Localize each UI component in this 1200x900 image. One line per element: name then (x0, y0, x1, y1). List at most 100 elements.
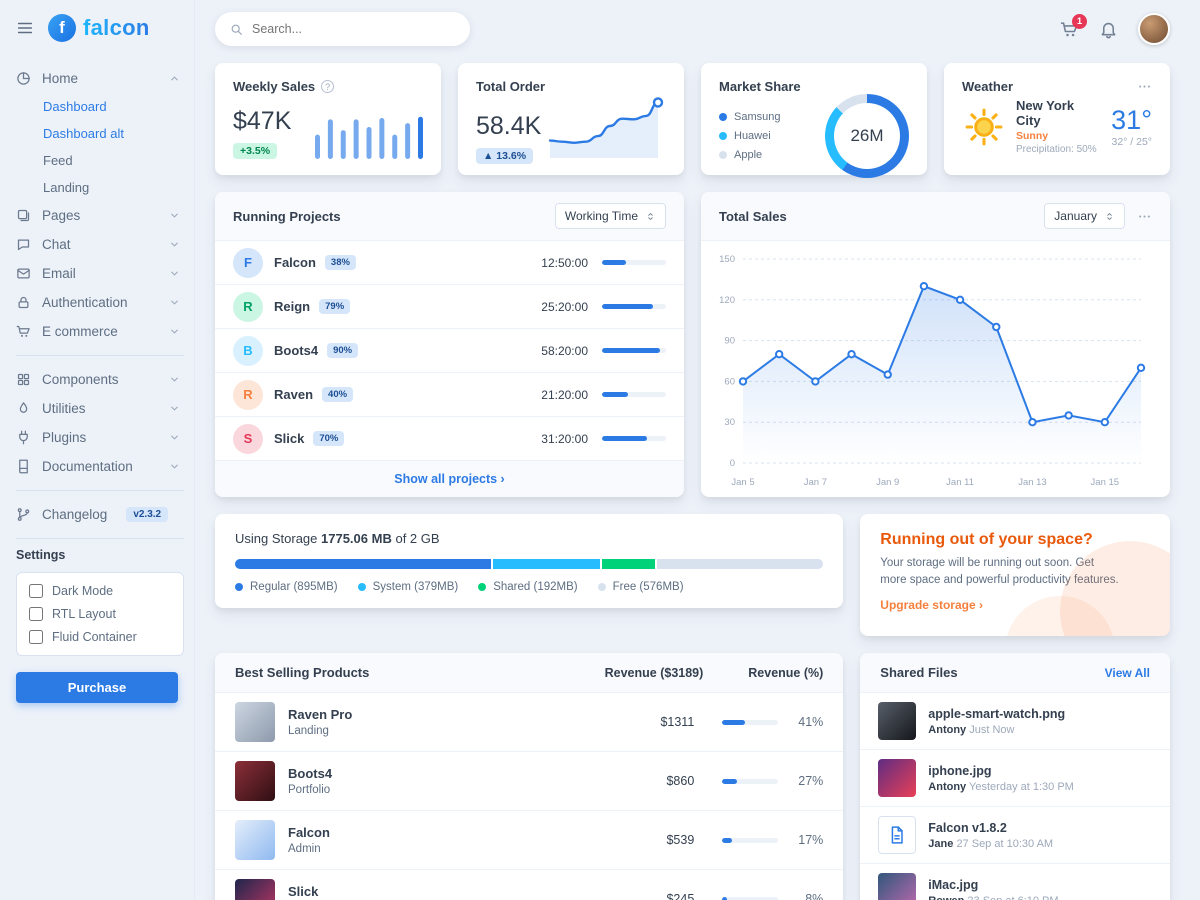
divider (16, 538, 184, 539)
working-time-select[interactable]: Working Time (554, 203, 666, 229)
product-category[interactable]: Admin (288, 843, 321, 855)
chevron-up-icon (169, 73, 180, 84)
storage-segment (235, 559, 493, 569)
file-name[interactable]: iphone.jpg (928, 763, 992, 778)
sidebar-item-documentation[interactable]: Documentation (16, 452, 184, 481)
brand-logo[interactable]: f falcon (48, 14, 150, 42)
product-progress-bar (722, 719, 779, 725)
menu-toggle-icon[interactable] (16, 19, 34, 37)
project-row[interactable]: S Slick 70% 31:20:00 (215, 417, 684, 461)
fluid-container-checkbox[interactable] (29, 630, 43, 644)
product-name: Falcon (288, 825, 330, 840)
project-percent-badge: 40% (322, 387, 354, 402)
sidebar-item-authentication[interactable]: Authentication (16, 288, 184, 317)
project-row[interactable]: R Raven 40% 21:20:00 (215, 373, 684, 417)
product-row[interactable]: Slick Builder $245 8% (215, 870, 843, 900)
column-header-percent: Revenue (%) (748, 665, 824, 680)
checkbox-label: Dark Mode (52, 584, 114, 598)
cart-count-badge: 1 (1072, 13, 1087, 29)
project-name: Boots4 (274, 343, 319, 358)
product-thumbnail (235, 879, 275, 900)
search-box[interactable] (215, 12, 470, 46)
ellipsis-icon (1137, 79, 1152, 94)
brand-name: falcon (83, 15, 150, 40)
svg-text:30: 30 (724, 417, 735, 428)
search-input[interactable] (252, 22, 455, 36)
legend-item: Apple (719, 149, 780, 161)
rtl-layout-toggle[interactable]: RTL Layout (29, 607, 171, 621)
upgrade-space-card: Running out of your space? Your storage … (860, 514, 1170, 636)
upgrade-storage-link[interactable]: Upgrade storage › (880, 598, 983, 613)
fluid-container-toggle[interactable]: Fluid Container (29, 630, 171, 644)
notifications-button[interactable] (1099, 20, 1118, 39)
file-time: 27 Sep at 10:30 AM (956, 837, 1054, 850)
sidebar-item-dashboard-alt[interactable]: Dashboard alt (43, 126, 124, 141)
project-name: Reign (274, 299, 311, 314)
file-name[interactable]: Falcon v1.8.2 (928, 820, 1007, 835)
project-row[interactable]: F Falcon 38% 12:50:00 (215, 241, 684, 285)
view-all-link[interactable]: View All (1104, 665, 1150, 680)
card-title: Shared Files (880, 665, 958, 680)
sidebar-item-dashboard[interactable]: Dashboard (43, 99, 107, 114)
sidebar-item-label: Chat (42, 237, 71, 252)
card-menu-button[interactable] (1137, 209, 1152, 224)
market-share-legend: Samsung Huawei Apple (719, 111, 780, 161)
file-row[interactable]: iphone.jpg Antony Yesterday at 1:30 PM (860, 750, 1170, 807)
cart-button[interactable]: 1 (1060, 13, 1087, 39)
info-icon[interactable] (321, 80, 335, 93)
project-name: Slick (274, 431, 305, 446)
market-share-donut: 26M (825, 94, 909, 178)
sidebar-item-chat[interactable]: Chat (16, 230, 184, 259)
project-avatar: R (233, 379, 263, 410)
rtl-layout-checkbox[interactable] (29, 607, 43, 621)
storage-segment (492, 559, 603, 569)
product-category[interactable]: Portfolio (288, 784, 331, 796)
product-row[interactable]: Raven Pro Landing $1311 41% (215, 693, 844, 752)
project-list: F Falcon 38% 12:50:00 R Reign 79% 25:20:… (215, 241, 684, 461)
column-header-revenue: Revenue ($3189) (604, 665, 704, 680)
project-percent-badge: 38% (324, 255, 356, 270)
product-progress-bar (722, 896, 779, 900)
user-avatar[interactable] (1138, 13, 1170, 45)
file-time: Yesterday at 1:30 PM (969, 780, 1074, 793)
file-author: Rowen (928, 895, 964, 900)
file-name[interactable]: apple-smart-watch.png (928, 706, 1066, 721)
file-author: Jane (928, 837, 954, 850)
weekly-sales-bar-chart (315, 116, 423, 159)
sidebar-item-ecommerce[interactable]: E commerce (16, 317, 184, 346)
card-menu-button[interactable] (1137, 79, 1152, 94)
file-name[interactable]: iMac.jpg (928, 877, 979, 892)
month-select[interactable]: January (1044, 203, 1125, 229)
storage-heading: Using Storage 1775.06 MB of 2 GB (235, 531, 823, 546)
product-category[interactable]: Landing (288, 725, 329, 737)
sidebar-item-label: Components (42, 372, 119, 387)
market-share-value: 26M (850, 126, 884, 145)
dark-mode-toggle[interactable]: Dark Mode (29, 584, 171, 598)
sidebar-item-home[interactable]: Home (16, 64, 184, 93)
legend-label: Shared (192MB) (493, 581, 578, 593)
dark-mode-checkbox[interactable] (29, 584, 43, 598)
sidebar-item-landing[interactable]: Landing (43, 180, 90, 195)
svg-text:Jan 5: Jan 5 (731, 477, 754, 488)
svg-text:Jan 15: Jan 15 (1091, 477, 1120, 488)
sidebar-item-plugins[interactable]: Plugins (16, 423, 184, 452)
sidebar-item-pages[interactable]: Pages (16, 201, 184, 230)
file-row[interactable]: iMac.jpg Rowen 23 Sep at 6:10 PM (860, 864, 1170, 900)
total-order-value: 58.4K (476, 112, 542, 140)
purchase-button[interactable]: Purchase (16, 672, 178, 703)
project-row[interactable]: B Boots4 90% 58:20:00 (215, 329, 684, 373)
sidebar-item-components[interactable]: Components (16, 365, 184, 394)
product-row[interactable]: Falcon Admin $539 17% (215, 811, 844, 870)
sidebar-item-utilities[interactable]: Utilities (16, 394, 184, 423)
sidebar-item-changelog[interactable]: Changelog v2.3.2 (16, 500, 184, 529)
project-row[interactable]: R Reign 79% 25:20:00 (215, 285, 684, 329)
sidebar-item-feed[interactable]: Feed (43, 153, 73, 168)
chevron-down-icon (169, 326, 180, 337)
file-row[interactable]: apple-smart-watch.png Antony Just Now (860, 693, 1170, 750)
file-time: 23 Sep at 6:10 PM (967, 895, 1058, 900)
sidebar-item-email[interactable]: Email (16, 259, 184, 288)
product-row[interactable]: Boots4 Portfolio $860 27% (215, 752, 844, 811)
weekly-sales-value: $47K (233, 107, 292, 135)
file-row[interactable]: Falcon v1.8.2 Jane 27 Sep at 10:30 AM (860, 807, 1170, 864)
show-all-projects-link[interactable]: Show all projects › (394, 472, 505, 486)
